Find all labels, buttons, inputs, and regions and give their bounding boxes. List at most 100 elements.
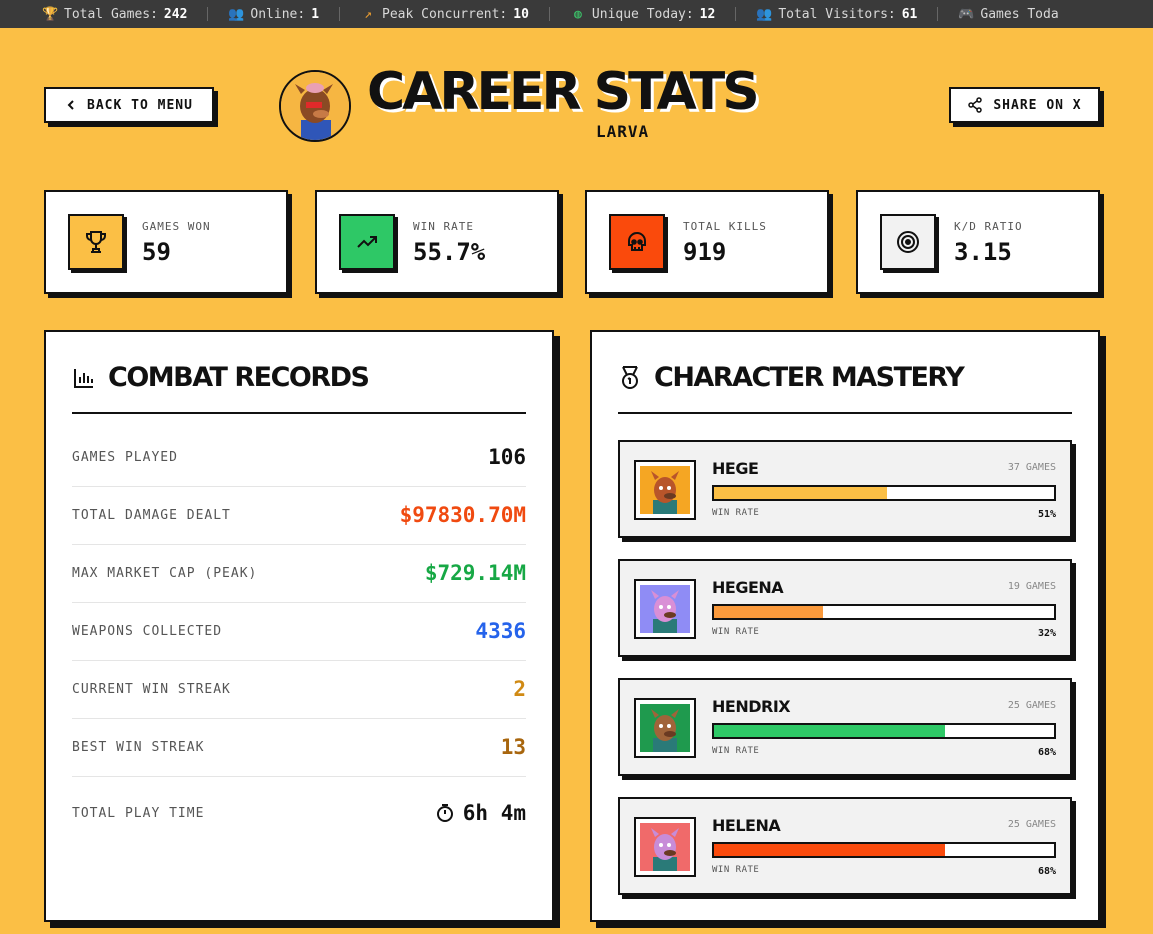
- ticker-divider: [207, 7, 209, 21]
- page-title: CAREER STATS: [367, 62, 760, 122]
- character-games: 19 GAMES: [1007, 581, 1056, 592]
- ticker-item: 👥 Online: 1: [228, 7, 319, 22]
- medal-icon: [622, 365, 638, 389]
- win-rate-fill: [714, 844, 946, 856]
- record-value: $729.14M: [424, 561, 526, 585]
- visitors-icon: 👥: [756, 6, 773, 22]
- record-row-games-played: GAMES PLAYED 106: [72, 428, 526, 487]
- combat-records-title: COMBAT RECORDS: [108, 362, 370, 393]
- win-rate-label: WIN RATE: [712, 746, 760, 756]
- record-row-total-damage: TOTAL DAMAGE DEALT $97830.70M: [72, 486, 526, 545]
- record-value: 6h 4m: [435, 801, 526, 825]
- record-label: CURRENT WIN STREAK: [72, 681, 231, 697]
- record-label: BEST WIN STREAK: [72, 739, 205, 755]
- divider: [72, 412, 526, 414]
- users-icon: 👥: [228, 6, 245, 22]
- character-portrait: [634, 579, 696, 639]
- ticker-item: ◍ Unique Today: 12: [570, 7, 715, 22]
- record-value: $97830.70M: [399, 503, 526, 527]
- stat-card-total-kills: TOTAL KILLS 919: [585, 190, 829, 294]
- play-time-value: 6h 4m: [462, 801, 526, 825]
- ticker-value: 10: [513, 6, 529, 22]
- ticker-value: 1: [311, 6, 320, 22]
- divider: [618, 412, 1072, 414]
- trending-up-icon: [339, 214, 395, 270]
- stat-card-win-rate: WIN RATE 55.7%: [315, 190, 559, 294]
- record-value: 2: [513, 677, 526, 701]
- record-label: TOTAL DAMAGE DEALT: [72, 507, 231, 523]
- record-value: 13: [500, 735, 526, 759]
- back-to-menu-button[interactable]: BACK TO MENU: [44, 87, 214, 123]
- ticker-item: 🎮 Games Toda: [958, 7, 1058, 22]
- ticker-item: 🏆 Total Games: 242: [42, 7, 187, 22]
- stats-ticker: 🏆 Total Games: 242 👥 Online: 1 ↗ Peak Concurren…: [0, 0, 1153, 28]
- character-card[interactable]: HEGENA 19 GAMES WIN RATE 32%: [618, 559, 1072, 657]
- character-name: HEGE: [712, 459, 759, 478]
- share-on-x-button[interactable]: SHARE ON X: [949, 87, 1100, 123]
- win-rate-bar: [712, 723, 1056, 739]
- win-rate-fill: [714, 725, 946, 737]
- ticker-label: Games Toda: [980, 6, 1059, 22]
- ticker-label: Online:: [250, 6, 306, 22]
- record-row-current-win-streak: CURRENT WIN STREAK 2: [72, 660, 526, 719]
- gamepad-icon: 🎮: [958, 6, 975, 22]
- win-rate-bar: [712, 485, 1056, 501]
- ticker-label: Unique Today:: [591, 6, 694, 22]
- skull-icon: [609, 214, 665, 270]
- character-portrait: [634, 817, 696, 877]
- record-label: TOTAL PLAY TIME: [72, 805, 205, 821]
- trophy-icon: [68, 214, 124, 270]
- win-rate-value: 68%: [1037, 866, 1056, 877]
- win-rate-bar: [712, 604, 1056, 620]
- record-row-best-win-streak: BEST WIN STREAK 13: [72, 718, 526, 777]
- combat-records-panel: COMBAT RECORDS GAMES PLAYED 106 TOTAL DA…: [44, 330, 554, 922]
- win-rate-fill: [714, 487, 888, 499]
- ticker-divider: [339, 7, 341, 21]
- record-row-total-play-time: TOTAL PLAY TIME 6h 4m: [72, 784, 526, 842]
- globe-icon: ◍: [574, 6, 582, 22]
- ticker-item: ↗ Peak Concurrent: 10: [360, 7, 529, 22]
- character-name: HEGENA: [712, 578, 784, 597]
- character-games: 25 GAMES: [1007, 819, 1056, 830]
- ticker-label: Total Visitors:: [778, 6, 896, 22]
- win-rate-label: WIN RATE: [712, 865, 760, 875]
- character-name: HELENA: [712, 816, 781, 835]
- character-card[interactable]: HENDRIX 25 GAMES WIN RATE 68%: [618, 678, 1072, 776]
- combat-records-heading: COMBAT RECORDS: [72, 362, 370, 393]
- character-card[interactable]: HELENA 25 GAMES WIN RATE 68%: [618, 797, 1072, 895]
- ticker-value: 12: [699, 6, 716, 22]
- ticker-value: 242: [163, 6, 188, 22]
- record-value: 106: [488, 445, 526, 469]
- stat-label: K/D RATIO: [954, 220, 1023, 233]
- ticker-label: Peak Concurrent:: [382, 6, 508, 22]
- character-games: 37 GAMES: [1007, 462, 1056, 473]
- stat-label: GAMES WON: [142, 220, 211, 233]
- ticker-value: 61: [901, 6, 918, 22]
- share-on-x-label: SHARE ON X: [993, 97, 1082, 113]
- win-rate-value: 32%: [1037, 628, 1056, 639]
- stat-value: 3.15: [954, 238, 1012, 266]
- character-portrait: [634, 460, 696, 520]
- win-rate-label: WIN RATE: [712, 627, 760, 637]
- character-mastery-panel: CHARACTER MASTERY HEGE 37 GAMES WIN RATE 51…: [590, 330, 1100, 922]
- bar-chart-icon: [74, 368, 93, 388]
- back-to-menu-label: BACK TO MENU: [87, 97, 193, 113]
- character-name: HENDRIX: [712, 697, 791, 716]
- record-value: 4336: [475, 619, 526, 643]
- character-games: 25 GAMES: [1007, 700, 1056, 711]
- character-card[interactable]: HEGE 37 GAMES WIN RATE 51%: [618, 440, 1072, 538]
- stat-label: WIN RATE: [413, 220, 474, 233]
- win-rate-value: 51%: [1037, 509, 1056, 520]
- trophy-icon: 🏆: [42, 6, 59, 22]
- ticker-divider: [937, 7, 939, 21]
- record-label: WEAPONS COLLECTED: [72, 623, 223, 639]
- record-label: MAX MARKET CAP (PEAK): [72, 565, 258, 581]
- player-avatar: [279, 70, 351, 142]
- ticker-divider: [735, 7, 737, 21]
- share-icon: [968, 97, 983, 113]
- stat-value: 919: [683, 238, 727, 266]
- win-rate-bar: [712, 842, 1056, 858]
- character-mastery-title: CHARACTER MASTERY: [654, 362, 965, 393]
- trending-up-icon: ↗: [364, 6, 372, 22]
- chevron-left-icon: [67, 100, 74, 110]
